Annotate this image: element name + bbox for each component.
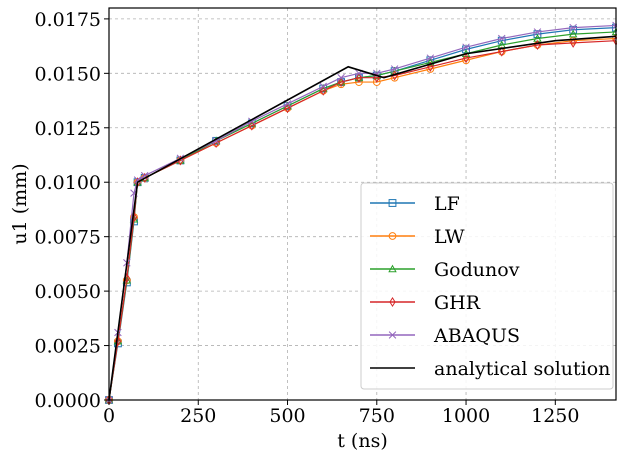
y-tick-label: 0.0150 <box>35 63 101 85</box>
data-point <box>462 53 470 64</box>
legend-marker <box>389 296 396 308</box>
x-tick-label: 750 <box>359 405 395 427</box>
x-tick-label: 250 <box>180 405 216 427</box>
data-point <box>462 43 470 51</box>
data-point <box>462 45 470 54</box>
data-point <box>284 103 291 114</box>
data-point <box>497 36 506 45</box>
y-tick-label: 0.0100 <box>35 172 101 194</box>
legend-box <box>360 182 614 390</box>
data-point <box>568 29 578 38</box>
y-axis-ticks: 0.0000 0.0025 0.0050 0.0075 0.0100 0.0125 0.01… <box>35 9 109 412</box>
legend-label: analytical solution <box>434 358 610 380</box>
plot-series <box>104 21 617 406</box>
legend-label: Godunov <box>434 259 520 281</box>
data-point <box>533 30 542 39</box>
x-tick-label: 500 <box>269 405 305 427</box>
data-point <box>497 34 506 43</box>
series-line <box>108 35 617 401</box>
x-tick-label: 1250 <box>531 405 579 427</box>
legend-marker <box>388 232 397 240</box>
data-point <box>570 37 577 48</box>
legend-marker <box>388 331 397 339</box>
data-point <box>319 82 327 91</box>
data-point <box>569 23 577 32</box>
y-tick-label: 0.0050 <box>35 281 101 303</box>
data-point <box>130 212 138 223</box>
data-point <box>248 120 255 131</box>
legend-label: GHR <box>434 292 481 314</box>
data-point <box>426 54 435 62</box>
legend-label: ABAQUS <box>433 325 520 347</box>
data-point <box>426 58 435 66</box>
y-tick-label: 0.0075 <box>35 227 101 249</box>
data-point <box>355 78 363 86</box>
plot-frame <box>108 7 617 401</box>
y-tick-label: 0.0175 <box>35 9 101 31</box>
x-axis-ticks: 0 250 500 750 1000 1250 <box>103 400 579 427</box>
legend-marker <box>388 264 397 273</box>
y-tick-label: 0.0025 <box>35 336 101 358</box>
data-point <box>498 46 505 57</box>
y-tick-label: 0.0125 <box>35 118 101 140</box>
x-axis-label: t (ns) <box>337 430 388 452</box>
series-analytical-solution <box>108 35 617 401</box>
data-point <box>533 28 542 36</box>
x-tick-label: 0 <box>103 405 115 427</box>
y-axis-label: u1 (mm) <box>9 163 31 244</box>
y-tick-label: 0.0000 <box>35 390 101 412</box>
legend-label: LW <box>434 226 465 248</box>
data-point <box>355 72 363 83</box>
data-point <box>337 73 345 82</box>
legend: LF LW Godunov GHR ABAQUS analytical solution <box>360 182 614 390</box>
legend-marker <box>388 199 397 207</box>
legend-label: LF <box>434 193 460 215</box>
data-point <box>320 85 327 96</box>
data-point <box>337 77 345 88</box>
data-point <box>390 65 399 73</box>
data-point <box>133 176 142 184</box>
x-tick-label: 1000 <box>442 405 490 427</box>
data-point <box>569 25 578 34</box>
